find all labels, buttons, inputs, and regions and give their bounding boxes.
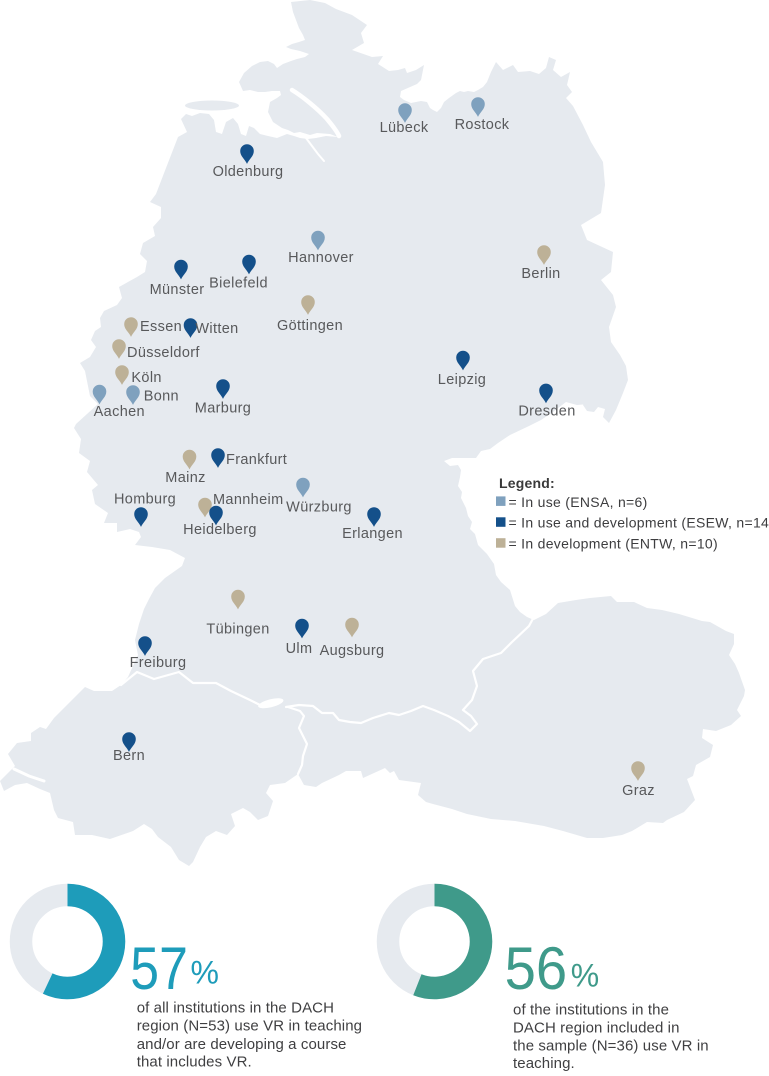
svg-text:%: % xyxy=(191,955,219,991)
svg-text:Graz: Graz xyxy=(622,783,655,799)
svg-text:Münster: Münster xyxy=(150,282,205,298)
svg-text:Bern: Bern xyxy=(113,748,145,764)
svg-text:Witten: Witten xyxy=(195,321,238,337)
svg-text:of all institutions in the DAC: of all institutions in the DACH xyxy=(137,1000,334,1017)
svg-text:Erlangen: Erlangen xyxy=(342,526,403,542)
svg-text:and/or are developing a course: and/or are developing a course xyxy=(137,1036,347,1053)
svg-text:that includes VR.: that includes VR. xyxy=(137,1054,252,1071)
svg-text:Würzburg: Würzburg xyxy=(286,500,352,516)
svg-text:57: 57 xyxy=(130,935,188,1002)
svg-text:Mainz: Mainz xyxy=(165,470,205,486)
svg-text:Freiburg: Freiburg xyxy=(130,655,187,671)
svg-text:Dresden: Dresden xyxy=(518,404,575,420)
svg-text:56: 56 xyxy=(505,935,568,1002)
svg-text:Bielefeld: Bielefeld xyxy=(209,276,268,292)
svg-text:Hannover: Hannover xyxy=(288,250,354,266)
svg-text:teaching.: teaching. xyxy=(513,1055,575,1071)
svg-text:Ulm: Ulm xyxy=(286,641,313,657)
svg-text:Legend:: Legend: xyxy=(499,475,555,491)
svg-text:%: % xyxy=(571,958,599,994)
svg-text:DACH region included in: DACH region included in xyxy=(513,1020,680,1037)
svg-text:Frankfurt: Frankfurt xyxy=(226,452,287,468)
svg-text:Göttingen: Göttingen xyxy=(277,318,343,334)
svg-text:Bonn: Bonn xyxy=(144,389,179,405)
svg-text:= In development (ENTW, n=10): = In development (ENTW, n=10) xyxy=(509,536,718,552)
svg-text:Oldenburg: Oldenburg xyxy=(213,164,284,180)
svg-text:Düsseldorf: Düsseldorf xyxy=(127,345,200,361)
svg-text:Homburg: Homburg xyxy=(114,492,176,508)
svg-text:Augsburg: Augsburg xyxy=(320,643,385,659)
svg-text:Köln: Köln xyxy=(131,370,161,386)
svg-text:= In use (ENSA, n=6): = In use (ENSA, n=6) xyxy=(509,494,648,510)
svg-text:Leipzig: Leipzig xyxy=(438,372,486,388)
svg-text:the sample (N=36) use VR in: the sample (N=36) use VR in xyxy=(513,1038,709,1055)
svg-text:Rostock: Rostock xyxy=(455,117,510,133)
svg-text:Mannheim: Mannheim xyxy=(213,492,284,508)
svg-text:= In use and development (ESEW: = In use and development (ESEW, n=14) xyxy=(509,515,769,531)
svg-text:Berlin: Berlin xyxy=(521,266,560,282)
svg-text:Marburg: Marburg xyxy=(195,401,251,417)
svg-text:Tübingen: Tübingen xyxy=(206,622,269,638)
svg-text:Lübeck: Lübeck xyxy=(380,120,429,136)
svg-text:Heidelberg: Heidelberg xyxy=(183,522,257,538)
svg-text:region (N=53) use VR in teachi: region (N=53) use VR in teaching xyxy=(137,1018,362,1035)
svg-text:Essen: Essen xyxy=(140,319,182,335)
svg-text:of the institutions in the: of the institutions in the xyxy=(513,1002,669,1019)
svg-text:Aachen: Aachen xyxy=(94,404,145,420)
